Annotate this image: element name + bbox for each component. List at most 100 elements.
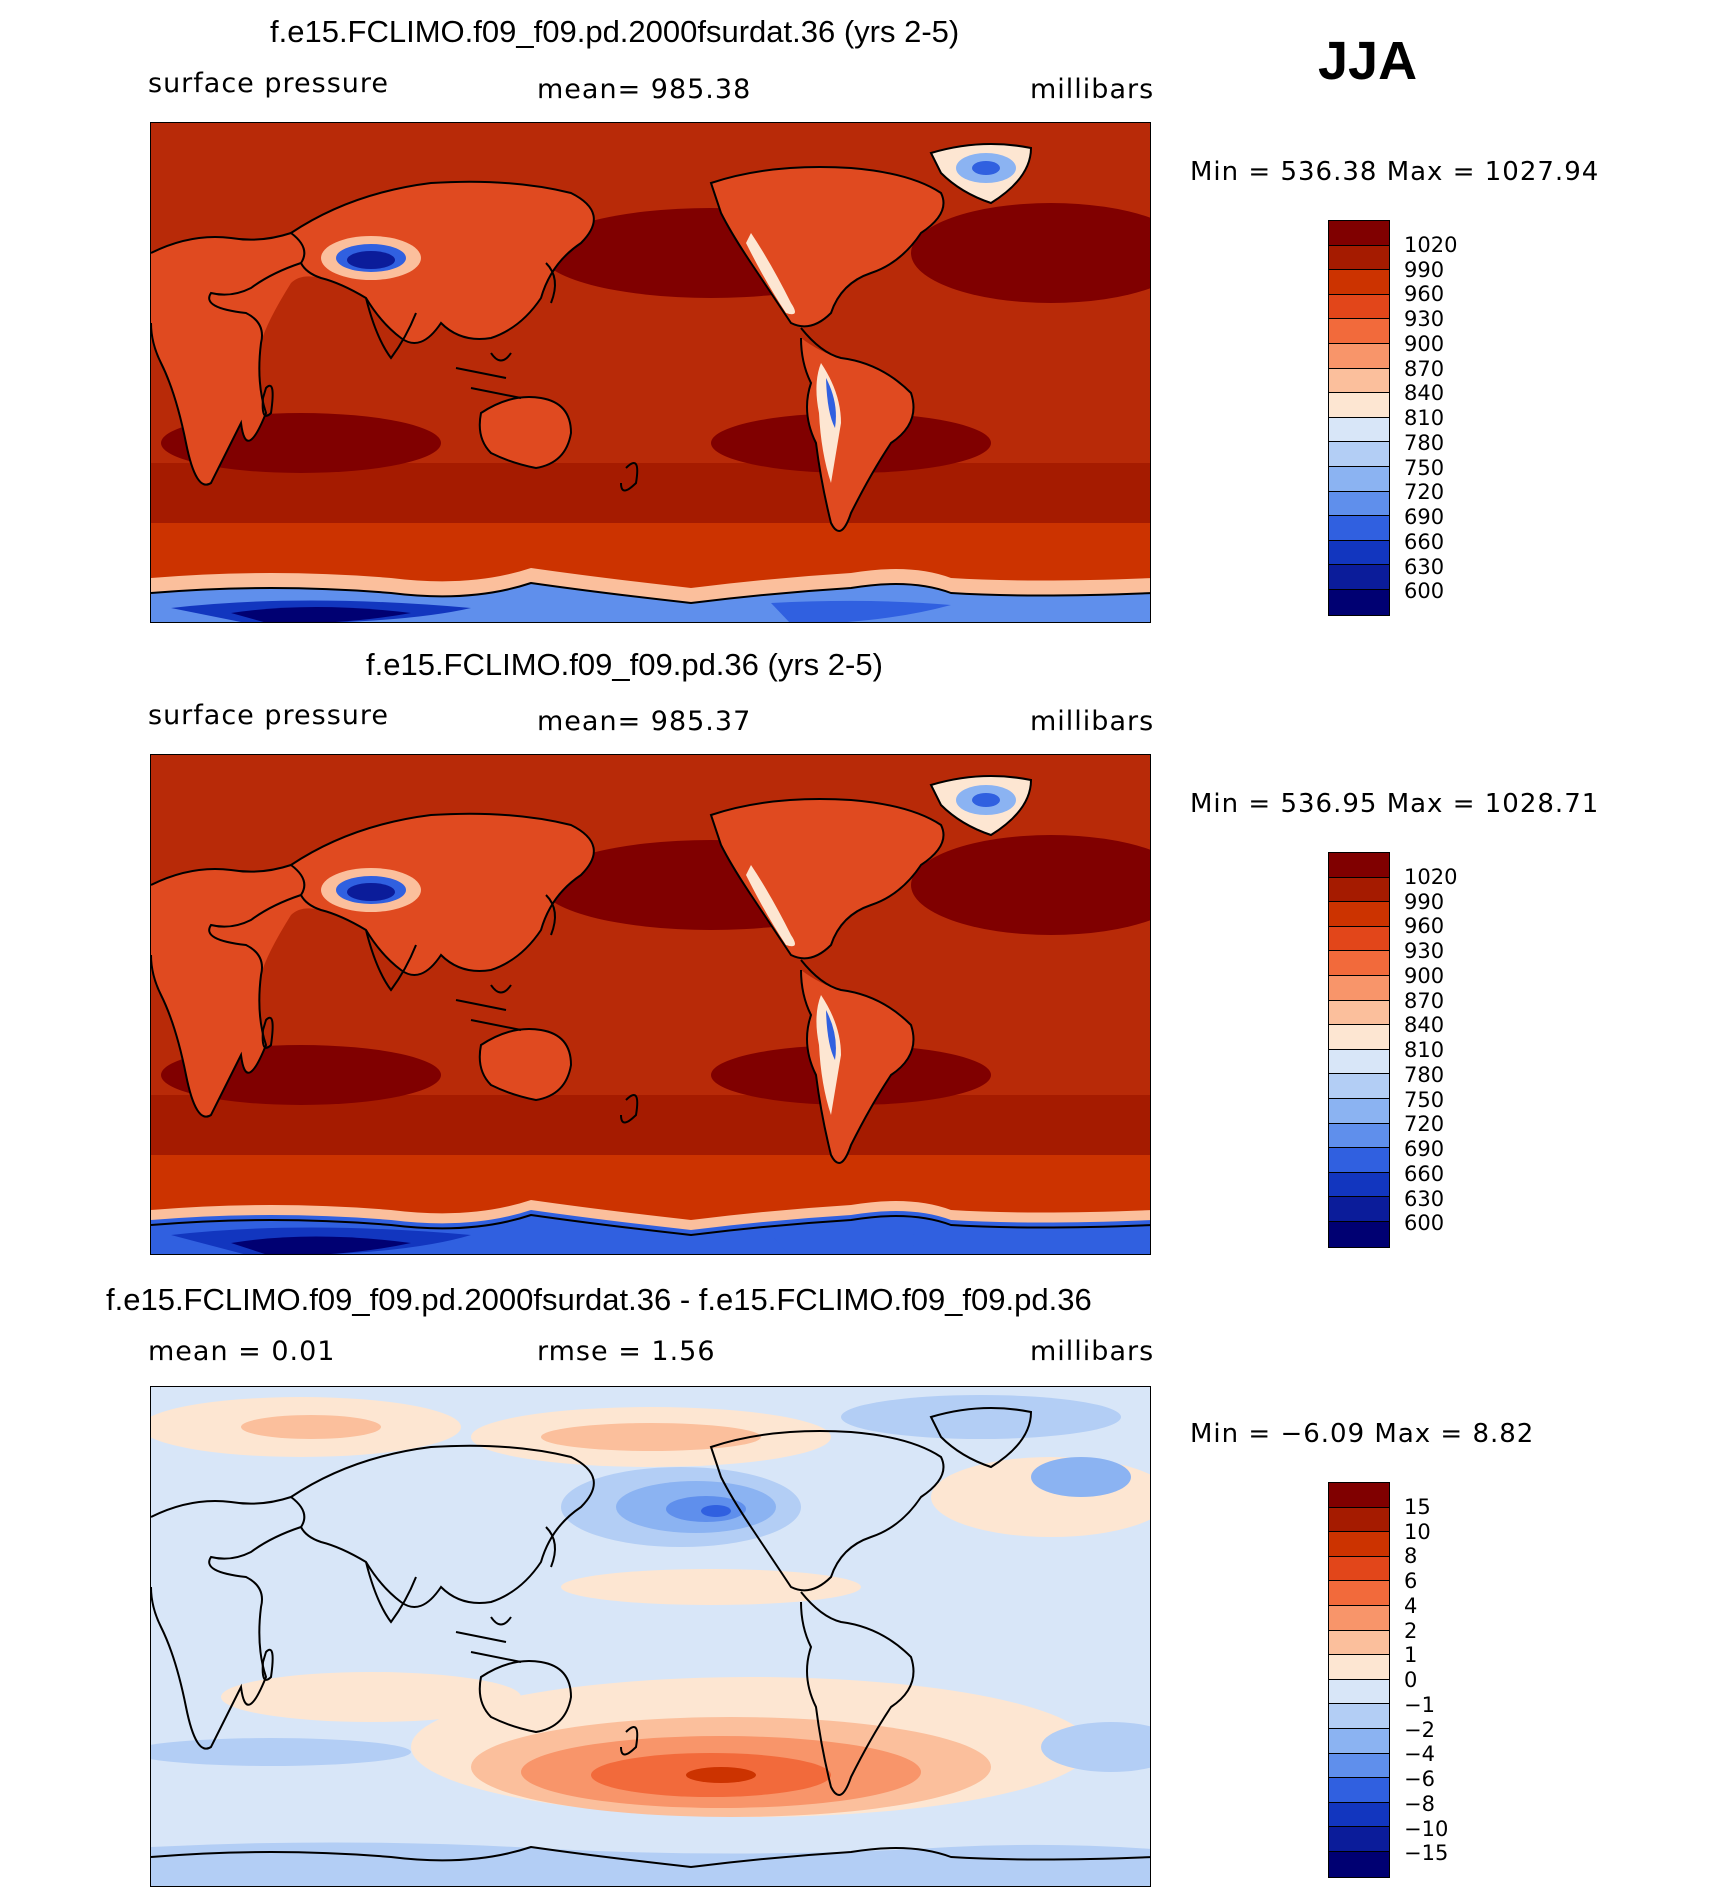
colorbar-swatch <box>1329 368 1389 394</box>
colorbar-swatch <box>1329 1507 1389 1533</box>
panel3-units-label: millibars <box>1030 1336 1155 1367</box>
colorbar-tick-label: 810 <box>1404 406 1445 430</box>
colorbar-swatch <box>1329 1827 1389 1852</box>
colorbar-swatch <box>1329 1197 1389 1222</box>
colorbar-tick-label: 1020 <box>1404 232 1458 257</box>
colorbar-tick-label: 8 <box>1404 1544 1418 1569</box>
panel3-map <box>150 1386 1151 1887</box>
colorbar-swatch <box>1329 294 1389 320</box>
colorbar-swatch <box>1329 853 1389 878</box>
colorbar-tick-label: 1020 <box>1404 864 1458 889</box>
colorbar-tick-label: 990 <box>1404 889 1445 914</box>
panel2-colorbar <box>1328 852 1390 1248</box>
colorbar-swatch <box>1329 1655 1389 1680</box>
colorbar-swatch <box>1329 1074 1389 1099</box>
panel2-minmax: Min = 536.95 Max = 1028.71 <box>1190 789 1600 819</box>
colorbar-tick-label: −10 <box>1404 1816 1449 1841</box>
colorbar-tick-label: 1 <box>1404 1643 1418 1668</box>
panel2-map <box>150 754 1151 1255</box>
colorbar-swatch <box>1329 565 1389 590</box>
colorbar-tick-label: 10 <box>1404 1519 1431 1544</box>
colorbar-swatch <box>1329 417 1389 443</box>
colorbar-swatch <box>1329 1000 1389 1026</box>
colorbar-swatch <box>1329 221 1389 246</box>
panel1-minmax: Min = 536.38 Max = 1027.94 <box>1190 157 1600 187</box>
panel3-mean-label: mean = 0.01 <box>148 1336 336 1367</box>
colorbar-tick-label: 720 <box>1404 1112 1445 1137</box>
colorbar-swatch <box>1329 1679 1389 1705</box>
panel1-title: f.e15.FCLIMO.f09_f09.pd.2000fsurdat.36 (… <box>270 14 960 49</box>
panel2-mean-label: mean= 985.37 <box>537 706 752 737</box>
panel2-title: f.e15.FCLIMO.f09_f09.pd.36 (yrs 2-5) <box>366 647 883 682</box>
colorbar-tick-label: −2 <box>1404 1717 1435 1742</box>
colorbar-swatch <box>1329 245 1389 271</box>
colorbar-swatch <box>1329 1778 1389 1803</box>
colorbar-tick-label: −1 <box>1404 1692 1435 1717</box>
colorbar-swatch <box>1329 1630 1389 1656</box>
colorbar-tick-label: 690 <box>1404 1137 1445 1161</box>
colorbar-swatch <box>1329 466 1389 492</box>
colorbar-swatch <box>1329 877 1389 903</box>
colorbar-swatch <box>1329 1148 1389 1173</box>
colorbar-tick-label: 900 <box>1404 963 1445 988</box>
colorbar-swatch <box>1329 1581 1389 1606</box>
colorbar-tick-label: 600 <box>1404 1211 1445 1236</box>
colorbar-swatch <box>1329 393 1389 418</box>
colorbar-swatch <box>1329 951 1389 976</box>
colorbar-swatch <box>1329 1049 1389 1075</box>
panel1-units-label: millibars <box>1030 74 1155 105</box>
colorbar-tick-label: 960 <box>1404 914 1445 939</box>
colorbar-swatch <box>1329 1605 1389 1631</box>
colorbar-tick-label: 750 <box>1404 455 1445 480</box>
colorbar-tick-label: −4 <box>1404 1742 1435 1767</box>
colorbar-tick-label: 630 <box>1404 554 1445 579</box>
panel3-rmse-label: rmse = 1.56 <box>537 1336 716 1367</box>
colorbar-tick-label: 960 <box>1404 282 1445 307</box>
colorbar-swatch <box>1329 1098 1389 1124</box>
panel1-variable-label: surface pressure <box>148 68 389 99</box>
colorbar-tick-label: 840 <box>1404 1013 1445 1038</box>
colorbar-swatch <box>1329 540 1389 566</box>
colorbar-swatch <box>1329 516 1389 541</box>
colorbar-swatch <box>1329 1123 1389 1149</box>
colorbar-tick-label: 930 <box>1404 307 1445 331</box>
colorbar-tick-label: 600 <box>1404 579 1445 604</box>
colorbar-swatch <box>1329 1704 1389 1729</box>
panel2-variable-label: surface pressure <box>148 700 389 731</box>
colorbar-tick-label: 900 <box>1404 331 1445 356</box>
colorbar-swatch <box>1329 1851 1389 1877</box>
colorbar-tick-label: −15 <box>1404 1841 1449 1866</box>
colorbar-tick-label: 630 <box>1404 1186 1445 1211</box>
colorbar-swatch <box>1329 1221 1389 1247</box>
colorbar-tick-label: 990 <box>1404 257 1445 282</box>
panel3-minmax: Min = −6.09 Max = 8.82 <box>1190 1419 1535 1449</box>
colorbar-swatch <box>1329 1556 1389 1582</box>
colorbar-swatch <box>1329 1025 1389 1050</box>
colorbar-tick-label: 660 <box>1404 529 1445 554</box>
colorbar-swatch <box>1329 589 1389 615</box>
colorbar-swatch <box>1329 1753 1389 1779</box>
colorbar-swatch <box>1329 926 1389 952</box>
colorbar-tick-label: 780 <box>1404 430 1445 455</box>
colorbar-swatch <box>1329 491 1389 517</box>
colorbar-tick-label: −8 <box>1404 1791 1435 1816</box>
panel3-colorbar <box>1328 1482 1390 1878</box>
colorbar-swatch <box>1329 343 1389 369</box>
colorbar-tick-label: 15 <box>1404 1494 1431 1519</box>
colorbar-tick-label: 870 <box>1404 988 1445 1013</box>
colorbar-swatch <box>1329 442 1389 467</box>
panel2-units-label: millibars <box>1030 706 1155 737</box>
colorbar-swatch <box>1329 1728 1389 1754</box>
colorbar-swatch <box>1329 319 1389 344</box>
season-label: JJA <box>1318 31 1418 91</box>
colorbar-tick-label: 840 <box>1404 381 1445 406</box>
panel3-title: f.e15.FCLIMO.f09_f09.pd.2000fsurdat.36 -… <box>106 1282 1092 1317</box>
colorbar-tick-label: 6 <box>1404 1569 1418 1593</box>
colorbar-tick-label: 720 <box>1404 480 1445 505</box>
colorbar-tick-label: 930 <box>1404 939 1445 963</box>
colorbar-swatch <box>1329 975 1389 1001</box>
colorbar-swatch <box>1329 1483 1389 1508</box>
panel1-map <box>150 122 1151 623</box>
panel1-mean-label: mean= 985.38 <box>537 74 752 105</box>
colorbar-tick-label: 4 <box>1404 1593 1418 1618</box>
